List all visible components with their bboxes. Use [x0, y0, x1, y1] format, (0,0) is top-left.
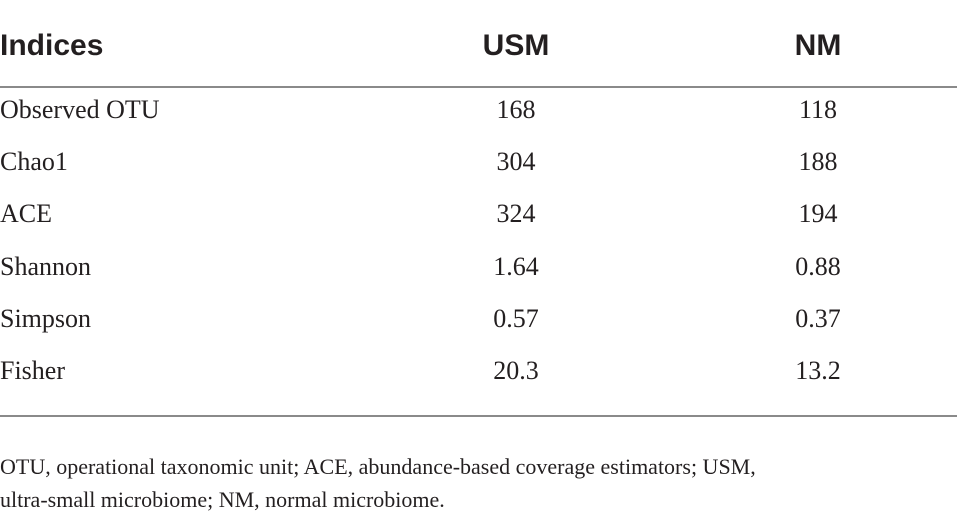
row-label: Chao1	[0, 147, 68, 177]
cell-value: 13.2	[795, 356, 841, 385]
cell-value: 304	[496, 147, 536, 177]
footnote: ultra-small microbiome; NM, normal micro…	[0, 487, 445, 512]
cell-value: 0.57	[493, 303, 539, 333]
cell-value: 1.64	[493, 251, 539, 281]
row-label: Observed OTU	[0, 95, 160, 124]
column-header: Indices	[0, 29, 104, 62]
cell-value: 20.3	[493, 356, 539, 385]
column-header: USM	[482, 29, 550, 62]
cell-value: 188	[798, 147, 838, 177]
column-header: NM	[794, 29, 842, 62]
cell-value: 194	[798, 199, 838, 229]
header-rule	[0, 86, 957, 88]
cell-value: 0.88	[795, 251, 841, 281]
footnote: OTU, operational taxonomic unit; ACE, ab…	[0, 454, 756, 479]
cell-value: 0.37	[795, 303, 841, 333]
row-label: Shannon	[0, 251, 91, 281]
bottom-rule	[0, 415, 957, 417]
cell-value: 118	[798, 95, 838, 124]
row-label: ACE	[0, 199, 52, 229]
cell-value: 168	[496, 95, 536, 124]
row-label: Simpson	[0, 303, 92, 333]
row-label: Fisher	[0, 356, 65, 385]
cell-value: 324	[496, 199, 536, 229]
